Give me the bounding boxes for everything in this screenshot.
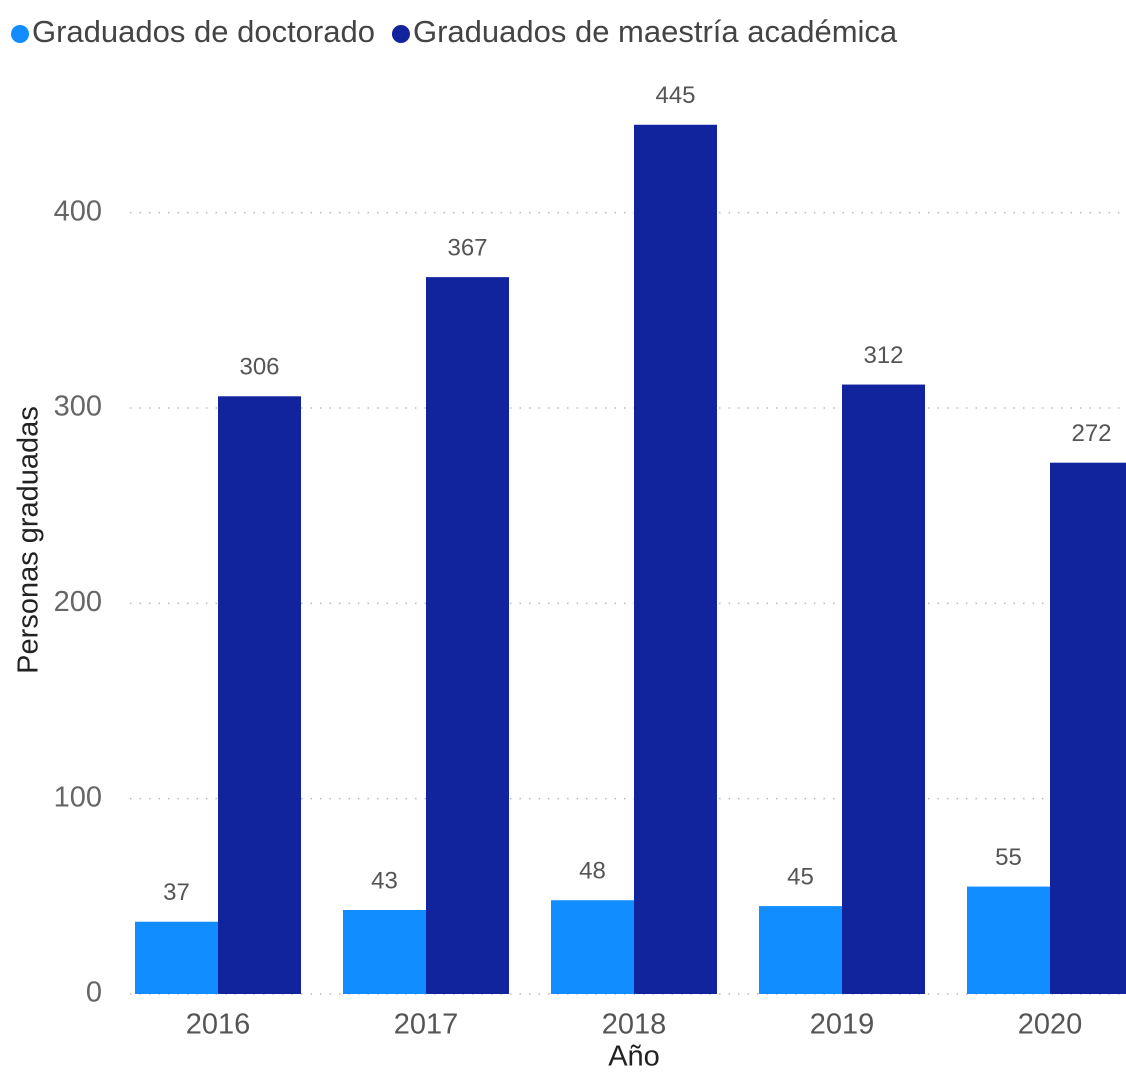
data-label: 312: [863, 342, 903, 369]
x-tick-label: 2019: [810, 1009, 875, 1041]
data-label: 445: [655, 82, 695, 109]
legend-label: Graduados de maestría académica: [413, 14, 898, 49]
data-label: 306: [239, 354, 279, 381]
data-label: 367: [447, 234, 487, 261]
bar: [343, 910, 426, 994]
y-tick-label: 300: [54, 391, 102, 423]
legend-label: Graduados de doctorado: [32, 14, 375, 49]
y-tick-label: 0: [86, 977, 102, 1009]
y-axis-title: Personas graduadas: [13, 406, 45, 674]
bar: [426, 277, 509, 994]
data-label: 37: [163, 879, 190, 906]
data-label: 43: [371, 867, 398, 894]
y-tick-label: 200: [54, 586, 102, 618]
bar: [218, 396, 301, 994]
bar: [967, 886, 1050, 994]
bar: [842, 384, 925, 994]
data-label: 55: [995, 844, 1022, 871]
y-tick-label: 100: [54, 781, 102, 813]
y-tick-label: 400: [54, 195, 102, 227]
bar: [634, 124, 717, 995]
bar: [759, 906, 842, 994]
bar: [135, 921, 218, 994]
data-label: 45: [787, 863, 814, 890]
x-tick-label: 2020: [1018, 1009, 1083, 1041]
x-tick-label: 2017: [394, 1009, 459, 1041]
bar: [1050, 462, 1126, 994]
x-tick-label: 2018: [602, 1009, 667, 1041]
data-label: 48: [579, 858, 606, 885]
x-axis-title: Año: [608, 1041, 660, 1073]
x-tick-label: 2016: [186, 1009, 251, 1041]
legend-marker: [391, 25, 410, 43]
data-label: 272: [1071, 420, 1111, 447]
bar: [551, 900, 634, 994]
legend-marker: [11, 25, 29, 43]
